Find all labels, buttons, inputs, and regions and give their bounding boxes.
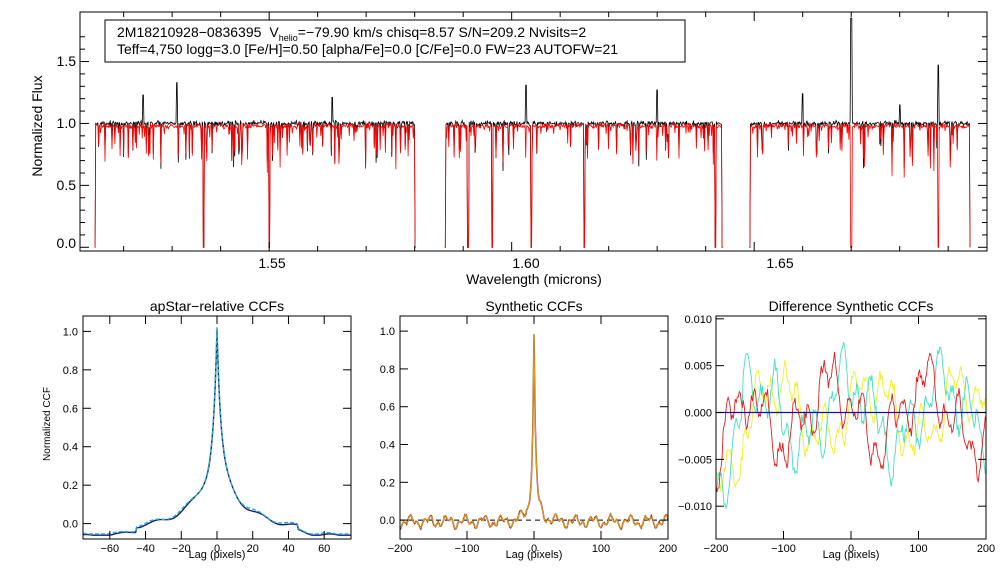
spectrum-x-axis-label: Wavelength (microns) bbox=[466, 271, 602, 287]
diff-ccf-series-1 bbox=[715, 342, 986, 509]
diff-ccf-ytick-label-0: −0.010 bbox=[678, 501, 712, 513]
spectrum-ytick-label-3: 1.0 bbox=[57, 115, 77, 131]
spectrum-panel: 1.55 1.60 1.65 0.0 0.5 1.0 1.5 Wavelengt… bbox=[29, 11, 988, 287]
synthetic-ccf-panel: Synthetic CCFs −200 −100 0 100 200 0.0 0.2 0.4 0… bbox=[380, 298, 677, 561]
legend-line-2: Teff=4,750 logg=3.0 [Fe/H]=0.50 [alpha/F… bbox=[117, 41, 618, 57]
apstar-ccf-y-axis-label: Normalized CCF bbox=[42, 387, 53, 461]
apstar-ccf-series-0 bbox=[82, 329, 351, 536]
spectrum-xtick-label-3: 1.65 bbox=[766, 255, 793, 271]
apstar-ccf-xtick-label-4: 20 bbox=[247, 543, 259, 555]
legend-line-1: 2M18210928−0836395 Vhelio=−79.90 km/s chi… bbox=[117, 24, 586, 43]
legend-frame bbox=[104, 19, 686, 63]
spectrum-plot-frame bbox=[79, 11, 988, 252]
spectrum-xtick-label-1: 1.55 bbox=[258, 255, 285, 271]
synthetic-ccf-curves bbox=[399, 333, 669, 531]
spectrum-series-synthetic-model bbox=[94, 121, 971, 248]
diff-ccf-ticks: −200 −100 0 100 200 −0.010 −0.005 0.000 0.005 0.0… bbox=[678, 314, 995, 555]
spectrum-xtick-label-2: 1.60 bbox=[512, 255, 539, 271]
synthetic-ccf-xtick-label-4: 200 bbox=[659, 543, 677, 555]
diff-ccf-xtick-label-2: 0 bbox=[848, 543, 854, 555]
apstar-ccf-ytick-label-2: 0.4 bbox=[63, 442, 78, 454]
apstar-ccf-xtick-label-6: 60 bbox=[318, 543, 330, 555]
synthetic-ccf-ytick-label-1: 0.2 bbox=[380, 477, 395, 489]
diff-ccf-ytick-label-4: 0.010 bbox=[684, 314, 712, 326]
synthetic-ccf-ytick-label-4: 0.8 bbox=[380, 364, 395, 376]
spectrum-ticks bbox=[80, 12, 987, 251]
spectrum-ytick-label-4: 1.5 bbox=[57, 53, 77, 69]
diff-ccf-panel: Difference Synthetic CCFs −200 −100 0 100 20… bbox=[678, 298, 995, 561]
diff-ccf-curves bbox=[715, 342, 986, 509]
legend-v-subscript: helio bbox=[279, 33, 298, 43]
diff-ccf-ytick-label-1: −0.005 bbox=[678, 454, 712, 466]
apstar-ccf-ytick-label-1: 0.2 bbox=[63, 480, 78, 492]
synthetic-ccf-ytick-label-0: 0.0 bbox=[380, 515, 395, 527]
synthetic-ccf-x-axis-label: Lag (pixels) bbox=[506, 549, 563, 561]
apstar-ccf-xtick-label-5: 40 bbox=[282, 543, 294, 555]
synthetic-ccf-xtick-label-1: −100 bbox=[455, 543, 480, 555]
spectrum-curves bbox=[94, 17, 971, 248]
synthetic-ccf-ticks: −200 −100 0 100 200 0.0 0.2 0.4 0.6 0.8 1.0 bbox=[380, 316, 677, 555]
synthetic-ccf-ytick-label-3: 0.6 bbox=[380, 402, 395, 414]
apstar-ccf-xtick-label-0: −60 bbox=[100, 543, 119, 555]
legend-v-label: V bbox=[269, 24, 279, 40]
apstar-ccf-xtick-label-2: −20 bbox=[172, 543, 191, 555]
apstar-ccf-title: apStar−relative CCFs bbox=[150, 298, 284, 314]
apstar-ccf-curves bbox=[82, 326, 351, 536]
synthetic-ccf-ytick-label-2: 0.4 bbox=[380, 440, 395, 452]
synthetic-ccf-ytick-label-5: 1.0 bbox=[380, 326, 395, 338]
diff-ccf-ytick-label-3: 0.005 bbox=[684, 361, 712, 373]
apstar-ccf-ytick-label-3: 0.6 bbox=[63, 403, 78, 415]
diff-ccf-series-0 bbox=[715, 359, 986, 493]
apstar-ccf-xtick-label-3: 0 bbox=[214, 543, 220, 555]
synthetic-ccf-xtick-label-3: 100 bbox=[592, 543, 610, 555]
diff-ccf-ytick-label-2: 0.000 bbox=[684, 408, 712, 420]
diff-ccf-x-axis-label: Lag (pixels) bbox=[823, 549, 880, 561]
spectrum-ytick-label-1: 0.0 bbox=[57, 235, 77, 251]
legend-line-1-rest: =−79.90 km/s chisq=8.57 S/N=209.2 Nvisit… bbox=[298, 24, 587, 40]
apstar-ccf-series-1 bbox=[83, 326, 351, 535]
synthetic-ccf-xtick-label-2: 0 bbox=[531, 543, 537, 555]
spectrum-y-axis-label: Normalized Flux bbox=[29, 75, 45, 176]
diff-ccf-xtick-label-3: 100 bbox=[909, 543, 927, 555]
synthetic-ccf-xtick-label-0: −200 bbox=[388, 543, 413, 555]
apstar-ccf-panel: apStar−relative CCFs −60 −40 −20 0 20 40 60 0.0… bbox=[42, 298, 352, 561]
diff-ccf-xtick-label-4: 200 bbox=[977, 543, 995, 555]
apstar-ccf-x-axis-label: Lag (pixels) bbox=[189, 549, 246, 561]
diff-ccf-title: Difference Synthetic CCFs bbox=[769, 298, 934, 314]
apstar-ccf-xtick-label-1: −40 bbox=[136, 543, 155, 555]
legend-star-id: 2M18210928−0836395 bbox=[117, 24, 262, 40]
diff-ccf-frame bbox=[715, 315, 987, 540]
apstar-ccf-ytick-label-5: 1.0 bbox=[63, 326, 78, 338]
synthetic-ccf-series-1 bbox=[399, 333, 669, 531]
apstar-ccf-ytick-label-4: 0.8 bbox=[63, 365, 78, 377]
apstar-ccf-ticks: −60 −40 −20 0 20 40 60 0.0 0.2 0.4 0.6 0.8 1.0 bbox=[63, 316, 351, 555]
diff-ccf-xtick-label-1: −100 bbox=[771, 543, 796, 555]
diff-ccf-xtick-label-0: −200 bbox=[704, 543, 729, 555]
spectrum-ytick-label-2: 0.5 bbox=[57, 177, 77, 193]
apstar-ccf-ytick-label-0: 0.0 bbox=[63, 519, 78, 531]
spectrum-legend-box: 2M18210928−0836395 Vhelio=−79.90 km/s chi… bbox=[104, 19, 686, 63]
synthetic-ccf-title: Synthetic CCFs bbox=[485, 298, 582, 314]
